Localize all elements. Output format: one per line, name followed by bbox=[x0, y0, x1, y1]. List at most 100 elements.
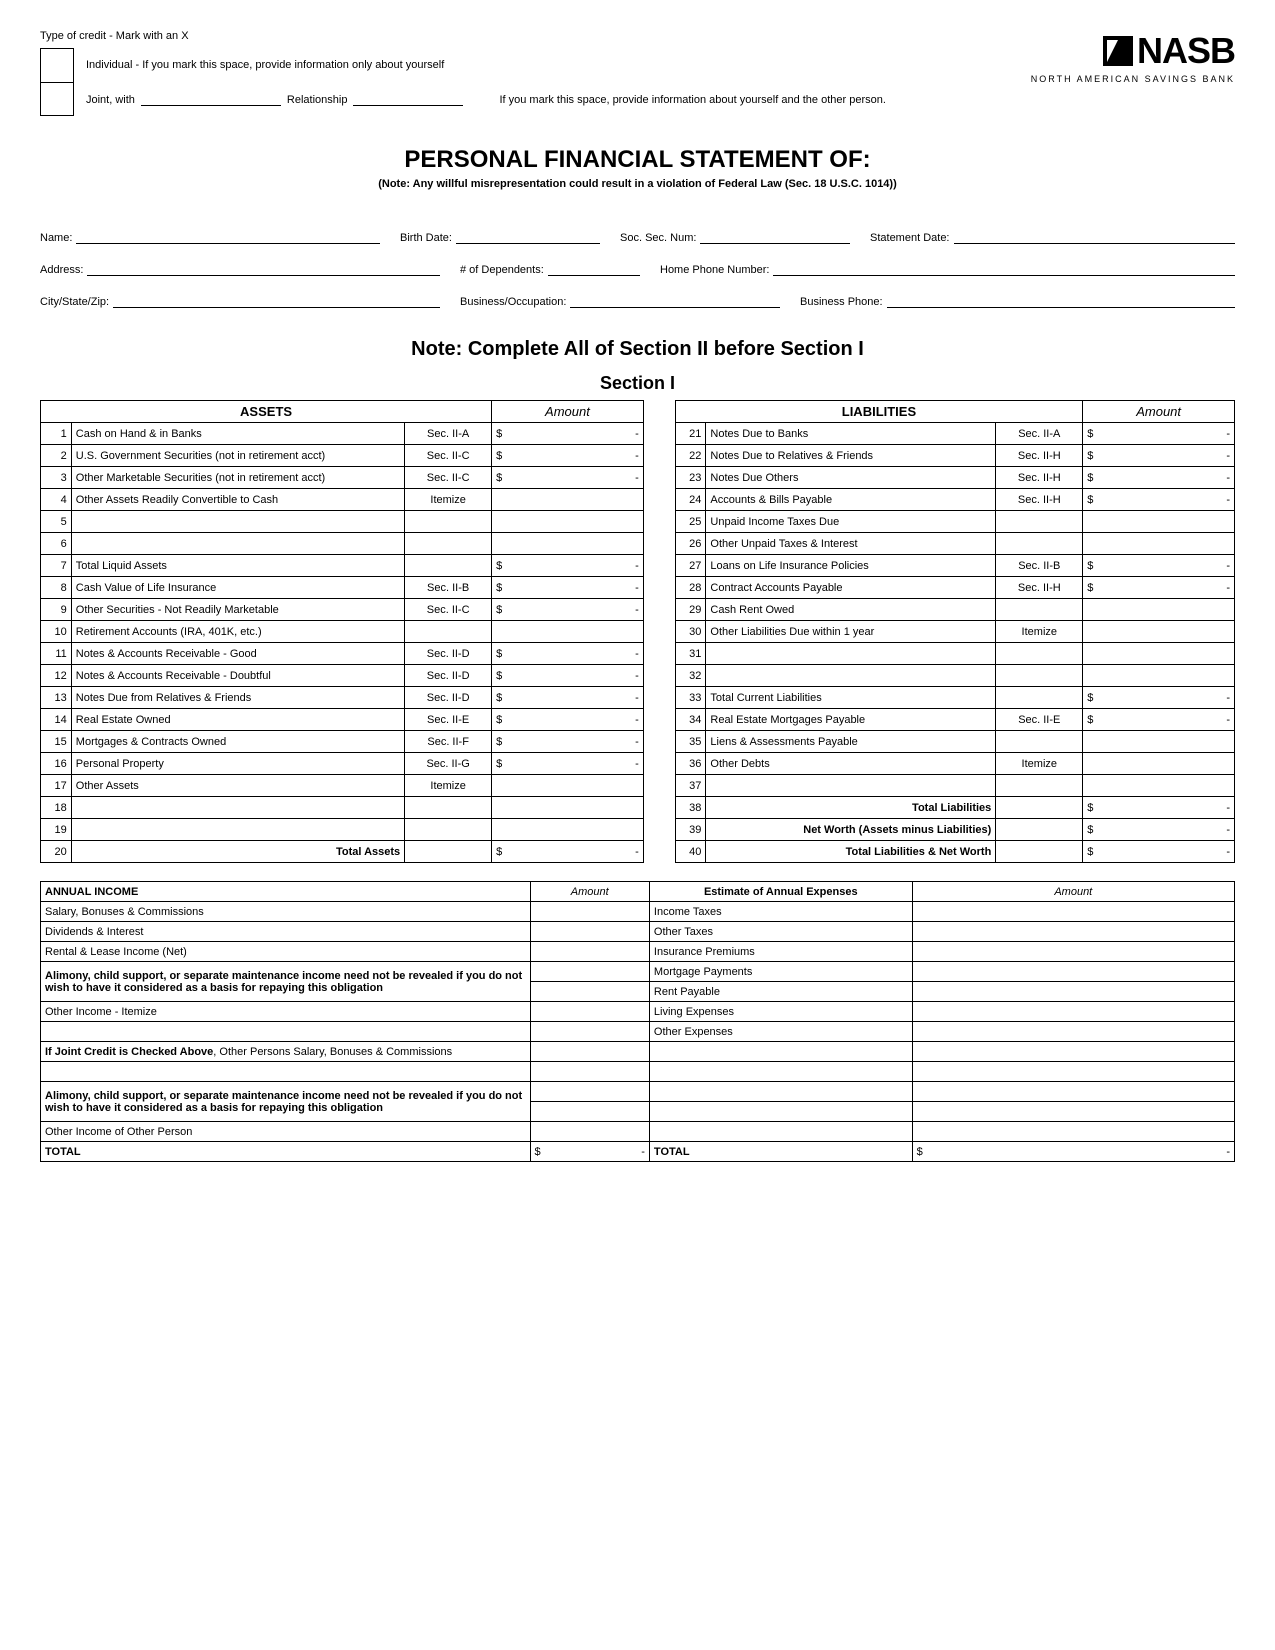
expense-amount[interactable] bbox=[912, 922, 1234, 942]
liab-amount[interactable]: - bbox=[1104, 555, 1235, 577]
asset-dollar: $ bbox=[492, 709, 513, 731]
asset-amount[interactable]: - bbox=[513, 841, 643, 863]
asset-amount[interactable] bbox=[513, 797, 643, 819]
asset-ref bbox=[405, 511, 492, 533]
income-amount[interactable] bbox=[530, 982, 649, 1002]
asset-dollar: $ bbox=[492, 577, 513, 599]
ssn-input[interactable] bbox=[700, 230, 850, 244]
liab-ref bbox=[996, 511, 1083, 533]
homephone-input[interactable] bbox=[773, 262, 1235, 276]
asset-amount[interactable]: - bbox=[513, 731, 643, 753]
liab-amount[interactable]: - bbox=[1104, 709, 1235, 731]
liab-amount[interactable]: - bbox=[1104, 797, 1235, 819]
expense-amount[interactable] bbox=[912, 1062, 1234, 1082]
asset-label: Other Securities - Not Readily Marketabl… bbox=[71, 599, 404, 621]
asset-amount[interactable]: - bbox=[513, 753, 643, 775]
expense-amount[interactable] bbox=[912, 1022, 1234, 1042]
expense-amount[interactable] bbox=[912, 1122, 1234, 1142]
checkbox-individual[interactable] bbox=[40, 48, 74, 82]
income-amount[interactable] bbox=[530, 1002, 649, 1022]
income-amount[interactable] bbox=[530, 1102, 649, 1122]
liab-amount[interactable]: - bbox=[1104, 489, 1235, 511]
income-amount[interactable]: $- bbox=[530, 1142, 649, 1162]
liab-amount[interactable]: - bbox=[1104, 467, 1235, 489]
income-amount[interactable] bbox=[530, 1062, 649, 1082]
asset-ref bbox=[405, 533, 492, 555]
income-amount[interactable] bbox=[530, 902, 649, 922]
asset-num: 7 bbox=[41, 555, 72, 577]
asset-amount[interactable] bbox=[513, 621, 643, 643]
liab-amount[interactable]: - bbox=[1104, 577, 1235, 599]
asset-amount[interactable]: - bbox=[513, 665, 643, 687]
liab-amount[interactable]: - bbox=[1104, 819, 1235, 841]
asset-dollar: $ bbox=[492, 555, 513, 577]
expense-amount[interactable] bbox=[912, 962, 1234, 982]
liab-dollar: $ bbox=[1083, 467, 1104, 489]
income-amount[interactable] bbox=[530, 1082, 649, 1102]
liab-amount[interactable] bbox=[1104, 665, 1235, 687]
asset-amount[interactable] bbox=[513, 775, 643, 797]
liabilities-header: LIABILITIES bbox=[675, 401, 1083, 423]
dependents-input[interactable] bbox=[548, 262, 640, 276]
asset-amount[interactable]: - bbox=[513, 643, 643, 665]
liab-amount[interactable]: - bbox=[1104, 423, 1235, 445]
expense-amount[interactable] bbox=[912, 982, 1234, 1002]
asset-amount[interactable] bbox=[513, 511, 643, 533]
asset-label: Cash on Hand & in Banks bbox=[71, 423, 404, 445]
asset-amount[interactable] bbox=[513, 533, 643, 555]
asset-label: Real Estate Owned bbox=[71, 709, 404, 731]
joint-with-input[interactable] bbox=[141, 92, 281, 106]
income-amount[interactable] bbox=[530, 1042, 649, 1062]
asset-amount[interactable]: - bbox=[513, 577, 643, 599]
relationship-input[interactable] bbox=[353, 92, 463, 106]
asset-amount[interactable]: - bbox=[513, 467, 643, 489]
expense-amount[interactable] bbox=[912, 942, 1234, 962]
stmt-input[interactable] bbox=[954, 230, 1236, 244]
liab-amount[interactable]: - bbox=[1104, 841, 1235, 863]
asset-amount[interactable]: - bbox=[513, 687, 643, 709]
liab-dollar: $ bbox=[1083, 841, 1104, 863]
liab-amount[interactable] bbox=[1104, 775, 1235, 797]
birth-input[interactable] bbox=[456, 230, 600, 244]
liab-amount[interactable] bbox=[1104, 533, 1235, 555]
expense-amount[interactable] bbox=[912, 1002, 1234, 1022]
liab-amount[interactable] bbox=[1104, 599, 1235, 621]
checkbox-joint[interactable] bbox=[40, 82, 74, 116]
asset-label: Total Liquid Assets bbox=[71, 555, 404, 577]
occupation-input[interactable] bbox=[570, 294, 780, 308]
asset-amount[interactable]: - bbox=[513, 423, 643, 445]
income-amount[interactable] bbox=[530, 1122, 649, 1142]
asset-label bbox=[71, 533, 404, 555]
liab-amount[interactable]: - bbox=[1104, 687, 1235, 709]
liab-amount[interactable] bbox=[1104, 511, 1235, 533]
name-input[interactable] bbox=[76, 230, 380, 244]
city-input[interactable] bbox=[113, 294, 440, 308]
liab-num: 23 bbox=[675, 467, 706, 489]
expense-amount[interactable] bbox=[912, 902, 1234, 922]
liab-amount[interactable] bbox=[1104, 731, 1235, 753]
liab-amount[interactable] bbox=[1104, 753, 1235, 775]
asset-amount[interactable]: - bbox=[513, 555, 643, 577]
expense-amount[interactable] bbox=[912, 1042, 1234, 1062]
expense-amount[interactable] bbox=[912, 1082, 1234, 1102]
income-amount[interactable] bbox=[530, 962, 649, 982]
asset-ref bbox=[405, 797, 492, 819]
income-amount[interactable] bbox=[530, 942, 649, 962]
income-amount[interactable] bbox=[530, 1022, 649, 1042]
asset-amount[interactable] bbox=[513, 489, 643, 511]
ssn-label: Soc. Sec. Num: bbox=[620, 232, 696, 244]
busphone-input[interactable] bbox=[887, 294, 1235, 308]
liab-amount[interactable] bbox=[1104, 621, 1235, 643]
asset-amount[interactable]: - bbox=[513, 445, 643, 467]
address-input[interactable] bbox=[87, 262, 440, 276]
expense-amount[interactable]: $- bbox=[912, 1142, 1234, 1162]
asset-amount[interactable] bbox=[513, 819, 643, 841]
asset-dollar: $ bbox=[492, 665, 513, 687]
asset-amount[interactable]: - bbox=[513, 709, 643, 731]
credit-type-block: Type of credit - Mark with an X Individu… bbox=[40, 30, 1031, 116]
income-amount[interactable] bbox=[530, 922, 649, 942]
expense-amount[interactable] bbox=[912, 1102, 1234, 1122]
liab-amount[interactable] bbox=[1104, 643, 1235, 665]
liab-amount[interactable]: - bbox=[1104, 445, 1235, 467]
asset-amount[interactable]: - bbox=[513, 599, 643, 621]
